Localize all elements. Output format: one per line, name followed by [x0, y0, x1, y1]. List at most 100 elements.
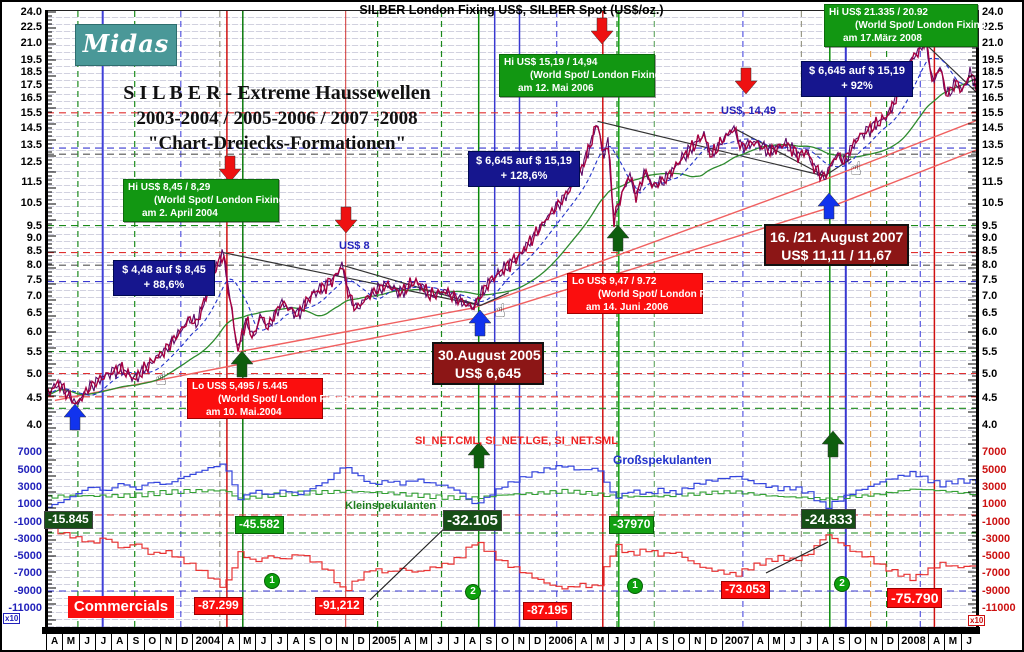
price-axis-label-right: 9.0 [982, 232, 998, 245]
up-arrow-icon [468, 309, 492, 337]
x-axis-month-cell: D [705, 634, 721, 650]
x-axis-month-cell: S [832, 634, 849, 650]
price-axis-label-right: 13.5 [982, 138, 1004, 151]
x-axis-month-cell: N [689, 634, 705, 650]
main-title-line1: S I L B E R - Extreme Haussewellen [123, 82, 431, 104]
price-pane [46, 34, 977, 406]
x-axis-year-cell: 2005 [368, 634, 399, 650]
x-axis-month-cell: M [767, 634, 784, 650]
cot-axis-label-right: -9000 [982, 584, 1011, 597]
annotation-box-date-2007: 16. /21. August 2007 US$ 11,11 / 11,67 [764, 224, 909, 266]
down-arrow-icon [218, 155, 242, 183]
cot-value-badge: -15.845 [44, 511, 93, 529]
price-axis-label-right: 9.5 [982, 219, 998, 232]
cot-axis-label-left: -9000 [13, 584, 42, 597]
price-axis-label-left: 4.0 [26, 419, 42, 431]
cot-axis-label-left: -3000 [13, 532, 42, 545]
cot-value-badge: -45.582 [235, 516, 284, 534]
triangle-trend-line [733, 127, 825, 177]
annotation-box-lo-2006: Lo US$ 9,47 / 9.72 (World Spot/ London Fi… [567, 273, 733, 314]
support-trend-line [54, 149, 977, 402]
price-axis-label-right: 5.0 [982, 367, 998, 380]
price-axis-label-left: 5.5 [26, 345, 42, 358]
annotation-line: US$ 6,645 [454, 365, 522, 381]
cot-axis-label-right: -5000 [982, 550, 1011, 563]
annotation-line: + 88,6% [143, 279, 185, 291]
x-axis-month-cell: J [271, 634, 287, 650]
price-axis-label-right: 22.5 [982, 20, 1004, 33]
main-title-line2: 2003-2004 / 2005-2006 / 2007 -2008 [136, 108, 418, 129]
cot-value-badge: -37970 [609, 516, 655, 534]
x-axis-month-cell: N [865, 634, 881, 650]
cot-value-badge: -32.105 [443, 510, 502, 532]
pointer-line [369, 522, 451, 601]
wave-number-badge: 1 [264, 573, 280, 589]
annotation-line: Hi US$ 15,19 / 14,94 [504, 57, 598, 68]
x-axis-month-cell: J [624, 634, 640, 650]
small-speculators-label: Kleinspekulanten [345, 500, 437, 512]
annotation-line: 30.August 2005 [438, 347, 541, 363]
price-axis-label-left: 11.5 [21, 175, 42, 188]
price-axis-label-right: 21.0 [982, 36, 1004, 49]
price-axis-label-left: 14.5 [20, 122, 42, 135]
annotation-line: am 14. Juni .2006 [586, 302, 669, 313]
x-axis-month-cell: A [111, 634, 127, 650]
price-axis-label-right: 19.5 [982, 53, 1004, 66]
triangle-trend-line [223, 252, 481, 306]
x-axis-month-cell: J [78, 634, 95, 650]
left-axis-spine [45, 10, 48, 629]
x-axis-month-cell: S [656, 634, 673, 650]
annotation-line: (World Spot/ London Fixing) [218, 394, 353, 405]
annotation-line: $ 6,645 auf $ 15,19 [475, 155, 572, 167]
annotation-line: (World Spot/ London Fixing) [154, 195, 289, 206]
price-axis-label-right: 10.5 [982, 196, 1004, 209]
annotation-box-hi-2008: Hi US$ 21.335 / 20.92 (World Spot/ London… [824, 4, 989, 47]
price-axis-label-left: 21.0 [20, 36, 42, 49]
cot-axis-label-left: -5000 [13, 550, 42, 563]
price-axis-label-left: 13.5 [20, 138, 42, 151]
x-axis-month-cell: M [591, 634, 607, 650]
price-axis-label-left: 17.5 [20, 78, 42, 91]
cot-axis-label-right: 1000 [982, 498, 1007, 511]
x-axis-month-cell: M [944, 634, 960, 650]
x-axis-month-cell: O [496, 634, 512, 650]
hand-pointer-icon: ☝ [494, 300, 506, 322]
wave-number-badge: 1 [627, 578, 643, 594]
price-axis-label-right: 16.5 [982, 92, 1004, 105]
x-axis-month-cell: S [480, 634, 496, 650]
price-axis-label-right: 12.5 [982, 156, 1004, 169]
up-arrow-icon [817, 192, 841, 220]
price-axis-label-right: 15.5 [982, 106, 1004, 119]
x-axis-month-cell: J [607, 634, 624, 650]
cot-axis-multiplier-left: x10 [3, 613, 21, 624]
x-axis-month-cell: J [960, 634, 977, 650]
annotation-box-gain-2004: $ 4,48 auf $ 8,45 + 88,6% [113, 260, 215, 296]
x-axis-year-cell: 2007 [721, 634, 752, 650]
hand-pointer-icon: ☝ [155, 368, 167, 390]
x-axis-month-cell: J [431, 634, 447, 650]
annotation-line: $ 4,48 auf $ 8,45 [122, 264, 206, 276]
price-axis-label-left: 10.5 [20, 196, 42, 209]
cot-axis-label-right: -3000 [982, 532, 1011, 545]
x-axis-month-cell: N [336, 634, 352, 650]
annotation-line: 16. /21. August 2007 [770, 229, 904, 245]
x-axis-month-cell: N [159, 634, 176, 650]
annotation-line: (World Spot/ London Fixing) [598, 289, 733, 300]
annotation-box-hi-2006: Hi US$ 15,19 / 14,94 (World Spot/ London … [499, 54, 664, 97]
price-axis-label-left: 16.5 [20, 92, 42, 105]
price-axis-label-right: 8.0 [982, 259, 998, 272]
x-axis-year-cell: 2008 [898, 634, 928, 650]
price-axis-label-right: 4.0 [982, 419, 998, 431]
down-arrow-icon [334, 206, 358, 234]
x-axis-month-cell: D [528, 634, 545, 650]
cot-axis-label-left: -11000 [8, 602, 42, 614]
price-axis-label-right: 4.5 [982, 391, 998, 404]
cot-value-badge: -91,212 [315, 597, 364, 615]
midas-logo: Midas [75, 24, 177, 66]
up-arrow-icon [467, 441, 491, 469]
price-axis-label-left: 4.5 [26, 391, 42, 404]
up-arrow-icon [821, 430, 845, 458]
small-specs-line [46, 488, 977, 501]
plot-background [46, 10, 977, 628]
triangle-trend-line [597, 120, 825, 177]
